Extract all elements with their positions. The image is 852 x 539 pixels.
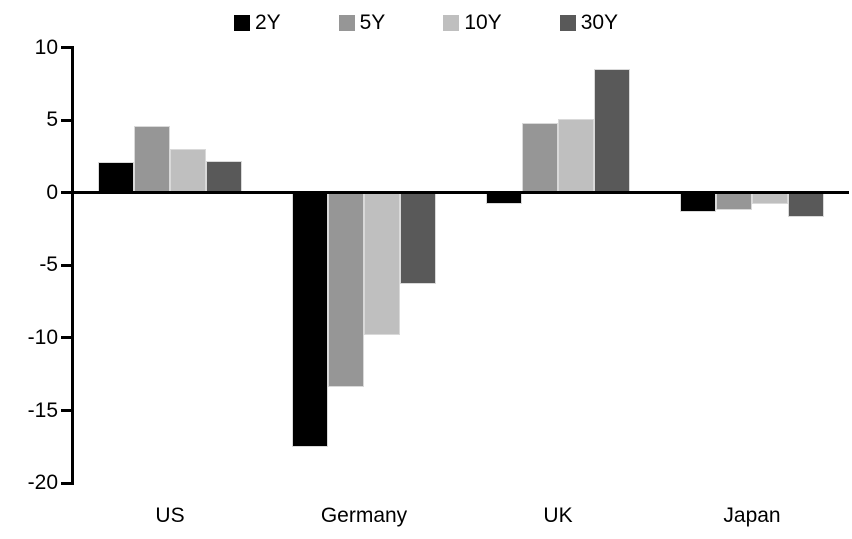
x-axis-zero-line xyxy=(71,191,849,195)
bar-us-2y xyxy=(98,162,134,193)
y-axis-tick-mark xyxy=(61,336,71,340)
legend-swatch-10y xyxy=(443,14,460,31)
legend-swatch-30y xyxy=(559,14,576,31)
y-axis-line xyxy=(71,46,74,485)
bar-japan-30y xyxy=(788,192,824,218)
category-label-us: US xyxy=(155,504,185,527)
legend-label: 10Y xyxy=(464,11,502,34)
legend-item-5y: 5Y xyxy=(338,11,386,34)
bar-uk-5y xyxy=(522,123,558,193)
legend-label: 30Y xyxy=(580,11,619,34)
category-label-japan: Japan xyxy=(723,504,781,527)
y-axis-tick-label: 0 xyxy=(46,180,58,204)
bar-germany-10y xyxy=(364,192,400,335)
y-axis-tick-label: -20 xyxy=(27,471,58,495)
bar-uk-2y xyxy=(486,192,522,205)
bar-japan-10y xyxy=(752,192,788,205)
legend-swatch-5y xyxy=(338,14,355,31)
category-label-uk: UK xyxy=(543,504,573,527)
chart-legend: 2Y 5Y 10Y 30Y xyxy=(0,12,852,33)
y-axis-tick-label: 5 xyxy=(46,108,58,132)
bar-germany-5y xyxy=(328,192,364,388)
legend-item-2y: 2Y xyxy=(233,11,281,34)
legend-label: 5Y xyxy=(359,11,386,34)
legend-item-10y: 10Y xyxy=(443,11,502,34)
bar-us-30y xyxy=(206,160,242,193)
y-axis-tick-mark xyxy=(61,191,71,195)
y-axis-tick-mark xyxy=(61,46,71,49)
y-axis-tick-label: -15 xyxy=(27,398,58,422)
y-axis-tick-label: -10 xyxy=(27,325,58,349)
bar-us-5y xyxy=(134,125,170,193)
bar-uk-30y xyxy=(594,69,630,193)
legend-item-30y: 30Y xyxy=(559,11,619,34)
y-axis-tick-mark xyxy=(61,481,71,485)
category-label-germany: Germany xyxy=(320,504,408,527)
y-axis-tick-mark xyxy=(61,409,71,412)
legend-label: 2Y xyxy=(254,11,281,34)
legend-swatch-2y xyxy=(233,14,250,31)
bar-us-10y xyxy=(170,149,206,193)
y-axis-tick-mark xyxy=(61,263,71,267)
bar-germany-30y xyxy=(400,192,436,285)
bar-germany-2y xyxy=(292,192,328,447)
y-axis-tick-mark xyxy=(61,118,71,122)
bar-japan-5y xyxy=(716,192,752,211)
y-axis-tick-label: -5 xyxy=(39,253,58,277)
bar-uk-10y xyxy=(558,118,594,193)
y-axis-tick-label: 10 xyxy=(34,35,58,59)
bar-japan-2y xyxy=(680,192,716,212)
